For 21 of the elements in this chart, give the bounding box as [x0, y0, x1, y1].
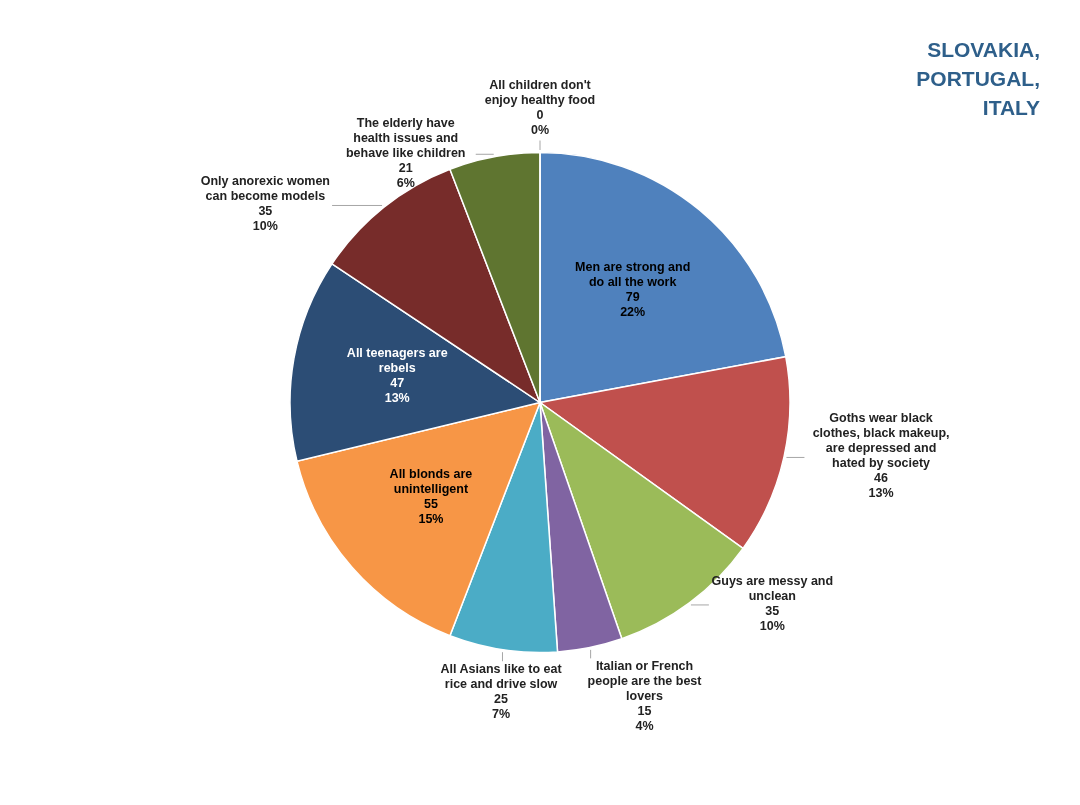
- text: 0 0%: [530, 107, 550, 137]
- data-label: 47 13%: [384, 376, 410, 406]
- slice-label: All blonds are unintelligent: [389, 467, 473, 497]
- slice-label: Men are strong and do all the work: [575, 259, 691, 289]
- data-label: 55 15%: [418, 497, 444, 527]
- data-label: 25 7%: [492, 692, 511, 722]
- data-label: 46 13%: [868, 471, 894, 501]
- data-label: 79 22%: [620, 289, 646, 319]
- data-label: 35 10%: [252, 204, 278, 234]
- data-label: 35 10%: [759, 603, 785, 633]
- data-label: 15 4%: [635, 704, 654, 734]
- category-label: All children don't enjoy healthy food: [484, 77, 596, 107]
- data-label: 21 6%: [396, 160, 415, 190]
- slice-label: Italian or French people are the best lovers: [587, 659, 703, 704]
- slice-label: Goths wear black clothes, black makeup, are depressed and hated by society: [812, 411, 950, 471]
- slice-label: Guys are messy and unclean: [711, 573, 834, 603]
- slice-label: Only anorexic women can become models: [200, 174, 330, 204]
- text: SLOVAKIA, PORTUGAL, ITALY: [916, 38, 1040, 119]
- slice-label: All Asians like to eat rice and drive slow: [440, 662, 563, 692]
- slice-label: The elderly have health issues and behave like children: [345, 115, 466, 160]
- slice-label: All teenagers are rebels: [346, 346, 448, 376]
